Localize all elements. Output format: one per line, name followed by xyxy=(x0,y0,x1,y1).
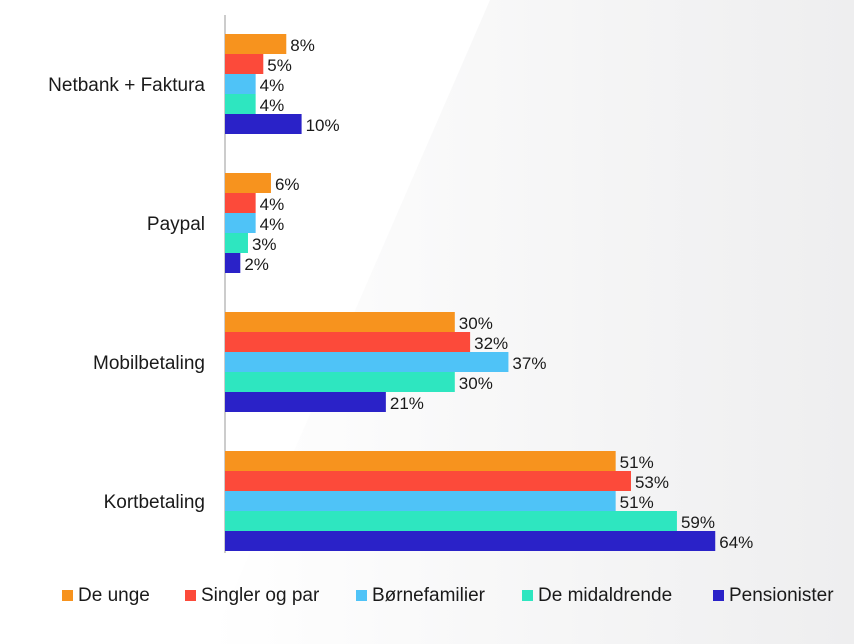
bar xyxy=(225,34,287,54)
data-label: 5% xyxy=(267,56,292,75)
data-label: 53% xyxy=(635,473,669,492)
bar xyxy=(225,491,616,511)
data-label: 6% xyxy=(275,175,300,194)
bar xyxy=(225,213,256,233)
legend-swatch xyxy=(713,590,724,601)
category-label: Kortbetaling xyxy=(104,492,205,513)
legend-item: Børnefamilier xyxy=(356,585,486,606)
legend-label: Børnefamilier xyxy=(372,585,486,606)
data-label: 51% xyxy=(620,453,654,472)
bar xyxy=(225,173,271,193)
data-label: 30% xyxy=(459,374,493,393)
legend-swatch xyxy=(356,590,367,601)
legend: De unge Singler og par Børnefamilier De mid… xyxy=(62,585,834,606)
bar xyxy=(225,114,302,134)
data-label: 4% xyxy=(260,96,285,115)
bar xyxy=(225,451,616,471)
legend-swatch xyxy=(522,590,533,601)
legend-item: De midaldrende xyxy=(522,585,672,606)
labels-layer: Netbank + Faktura8%5%4%4%10%Paypal6%4%4%… xyxy=(48,36,753,552)
bar xyxy=(225,312,455,332)
legend-swatch xyxy=(62,590,73,601)
bar xyxy=(225,74,256,94)
bar xyxy=(225,352,509,372)
data-label: 30% xyxy=(459,314,493,333)
legend-label: Singler og par xyxy=(201,585,320,606)
data-label: 3% xyxy=(252,235,277,254)
legend-swatch xyxy=(185,590,196,601)
data-label: 51% xyxy=(620,493,654,512)
bar xyxy=(225,253,241,273)
bar xyxy=(225,471,631,491)
legend-label: De unge xyxy=(78,585,150,606)
bar xyxy=(225,332,471,352)
category-label: Mobilbetaling xyxy=(93,353,205,374)
legend-item: Pensionister xyxy=(713,585,834,606)
bar xyxy=(225,54,264,74)
data-label: 37% xyxy=(512,354,546,373)
data-label: 2% xyxy=(244,255,269,274)
bar xyxy=(225,193,256,213)
bar xyxy=(225,511,677,531)
data-label: 10% xyxy=(306,116,340,135)
category-label: Netbank + Faktura xyxy=(48,75,205,96)
data-label: 8% xyxy=(290,36,315,55)
legend-label: Pensionister xyxy=(729,585,834,606)
data-label: 32% xyxy=(474,334,508,353)
data-label: 4% xyxy=(260,195,285,214)
data-label: 4% xyxy=(260,215,285,234)
data-label: 59% xyxy=(681,513,715,532)
legend-item: Singler og par xyxy=(185,585,320,606)
data-label: 4% xyxy=(260,76,285,95)
bar xyxy=(225,94,256,114)
bar xyxy=(225,392,386,412)
bar xyxy=(225,233,248,253)
bar xyxy=(225,372,455,392)
bars-layer xyxy=(225,34,716,551)
data-label: 21% xyxy=(390,394,424,413)
legend-item: De unge xyxy=(62,585,150,606)
legend-label: De midaldrende xyxy=(538,585,672,606)
bar xyxy=(225,531,716,551)
category-label: Paypal xyxy=(147,214,205,235)
data-label: 64% xyxy=(719,533,753,552)
